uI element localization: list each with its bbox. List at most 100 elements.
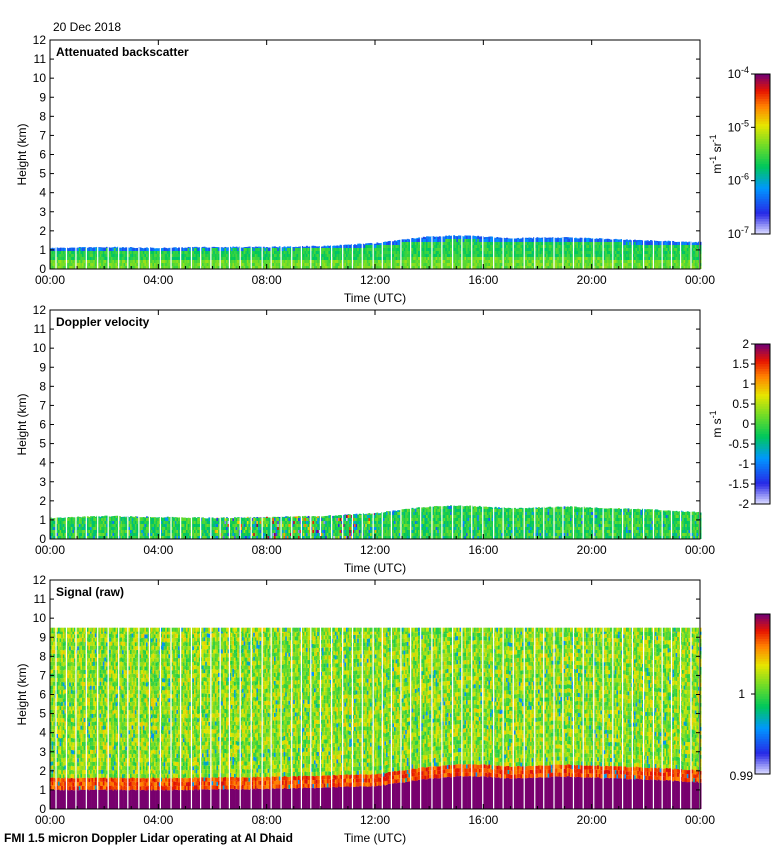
data-cell (595, 242, 598, 245)
data-cell (464, 254, 467, 257)
data-cell (442, 242, 444, 245)
data-cell (82, 254, 84, 257)
data-cell (520, 248, 523, 251)
data-cell (178, 251, 180, 254)
data-cell (195, 263, 198, 266)
data-cell (245, 247, 248, 248)
data-cell (312, 260, 315, 263)
data-cell (200, 254, 203, 257)
data-cell (638, 260, 641, 263)
data-cell (397, 263, 400, 266)
data-cell (203, 251, 206, 254)
data-cell (218, 257, 220, 260)
data-cell (494, 242, 497, 245)
data-cell (466, 248, 468, 251)
data-cell (365, 263, 368, 266)
data-cell (450, 257, 452, 260)
data-cell (272, 266, 275, 269)
data-cell (448, 242, 451, 245)
data-cell (629, 248, 632, 251)
data-cell (282, 266, 284, 269)
data-cell (499, 239, 502, 242)
data-cell (376, 257, 379, 260)
data-gap (372, 40, 374, 269)
data-cell (389, 266, 392, 269)
data-cell (149, 263, 152, 266)
x-tick-label: 12:00 (360, 273, 390, 287)
data-cell (442, 248, 444, 251)
data-cell (59, 260, 62, 263)
data-cell (506, 254, 508, 257)
data-cell (248, 254, 251, 257)
data-cell (226, 257, 228, 260)
data-cell (565, 257, 568, 260)
data-cell (501, 242, 504, 245)
data-cell (227, 251, 230, 254)
data-gap (572, 40, 575, 269)
data-cell (118, 254, 121, 257)
data-cell (590, 260, 593, 263)
data-cell (502, 254, 505, 257)
data-cell (282, 248, 284, 251)
data-cell (403, 254, 406, 257)
data-cell (573, 266, 576, 269)
data-cell (368, 266, 371, 269)
data-cell (515, 251, 518, 254)
data-cell (608, 263, 611, 266)
data-cell (413, 266, 416, 269)
data-cell (442, 254, 444, 257)
data-cell (530, 257, 532, 260)
data-cell (485, 263, 488, 266)
data-cell (178, 257, 180, 260)
data-cell (406, 257, 409, 260)
data-cell (298, 260, 300, 263)
data-cell (75, 260, 78, 263)
data-cell (110, 260, 113, 263)
data-cell (536, 257, 539, 260)
data-cell (77, 260, 80, 263)
data-cell (208, 263, 211, 266)
data-cell (216, 248, 219, 251)
data-gap (65, 40, 68, 269)
data-gap (55, 40, 57, 269)
data-cell (267, 254, 270, 257)
data-cell (389, 242, 392, 245)
data-cell (640, 254, 643, 257)
data-cell (122, 254, 124, 257)
data-cell (506, 239, 508, 242)
data-cell (296, 266, 299, 269)
data-cell (362, 248, 364, 251)
data-cell (325, 246, 328, 248)
data-cell (98, 251, 100, 254)
data-cell (333, 251, 336, 254)
data-cell (579, 251, 582, 254)
data-cell (302, 254, 305, 257)
data-cell (144, 251, 147, 254)
data-cell (227, 254, 230, 257)
data-cell (288, 248, 291, 251)
data-cell (526, 239, 529, 242)
data-cell (525, 248, 528, 251)
data-cell (378, 260, 380, 263)
data-cell (293, 257, 296, 260)
data-cell (618, 260, 620, 263)
data-cell (302, 266, 305, 269)
data-cell (603, 245, 606, 248)
data-cell (291, 254, 294, 257)
data-cell (629, 254, 632, 257)
data-cell (181, 247, 184, 248)
data-cell (530, 248, 532, 251)
data-cell (522, 248, 524, 251)
data-cell (418, 257, 420, 260)
data-cell (427, 260, 430, 263)
data-cell (283, 266, 286, 269)
data-cell (397, 242, 400, 245)
data-cell (205, 248, 208, 251)
data-cell (429, 236, 432, 239)
data-cell (610, 260, 612, 263)
data-cell (162, 260, 164, 263)
data-cell (570, 254, 572, 257)
data-cell (290, 260, 292, 263)
data-cell (115, 260, 118, 263)
data-cell (296, 246, 299, 248)
